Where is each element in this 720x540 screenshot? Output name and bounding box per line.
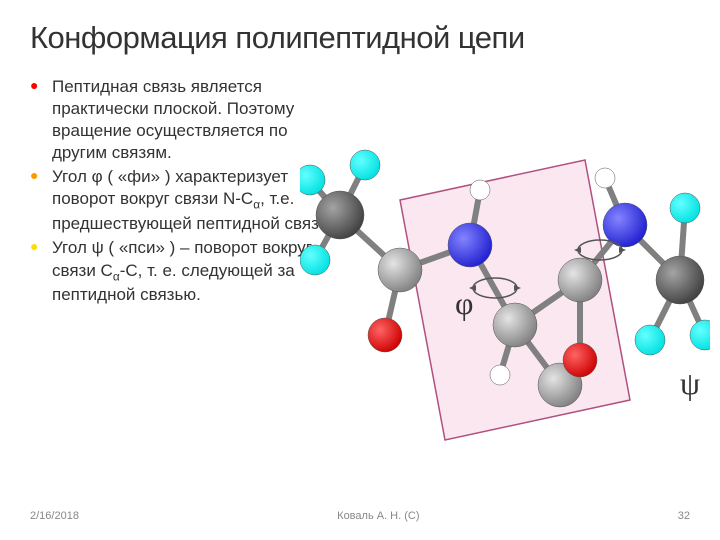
slide-title: Конформация полипептидной цепи (30, 20, 690, 56)
text-column: Пептидная связь является практически пло… (30, 76, 340, 308)
phi-label: φ (455, 285, 473, 322)
slide-footer: 2/16/2018 Коваль А. Н. (C) 32 (30, 510, 690, 522)
footer-date: 2/16/2018 (30, 510, 79, 522)
molecule-diagram: φ ψ (300, 140, 710, 460)
footer-page: 32 (678, 510, 690, 522)
psi-label: ψ (680, 365, 700, 402)
bullet-list: Пептидная связь является практически пло… (30, 76, 340, 306)
molecule-svg (300, 140, 710, 460)
bullet-3-sub: α (113, 269, 120, 283)
bullet-3: Угол ψ ( «пси» ) – поворот вокруг связи … (30, 237, 340, 306)
footer-author: Коваль А. Н. (C) (337, 510, 419, 522)
bullet-2: Угол φ ( «фи» ) характеризует поворот во… (30, 166, 340, 235)
bullet-1: Пептидная связь является практически пло… (30, 76, 340, 164)
